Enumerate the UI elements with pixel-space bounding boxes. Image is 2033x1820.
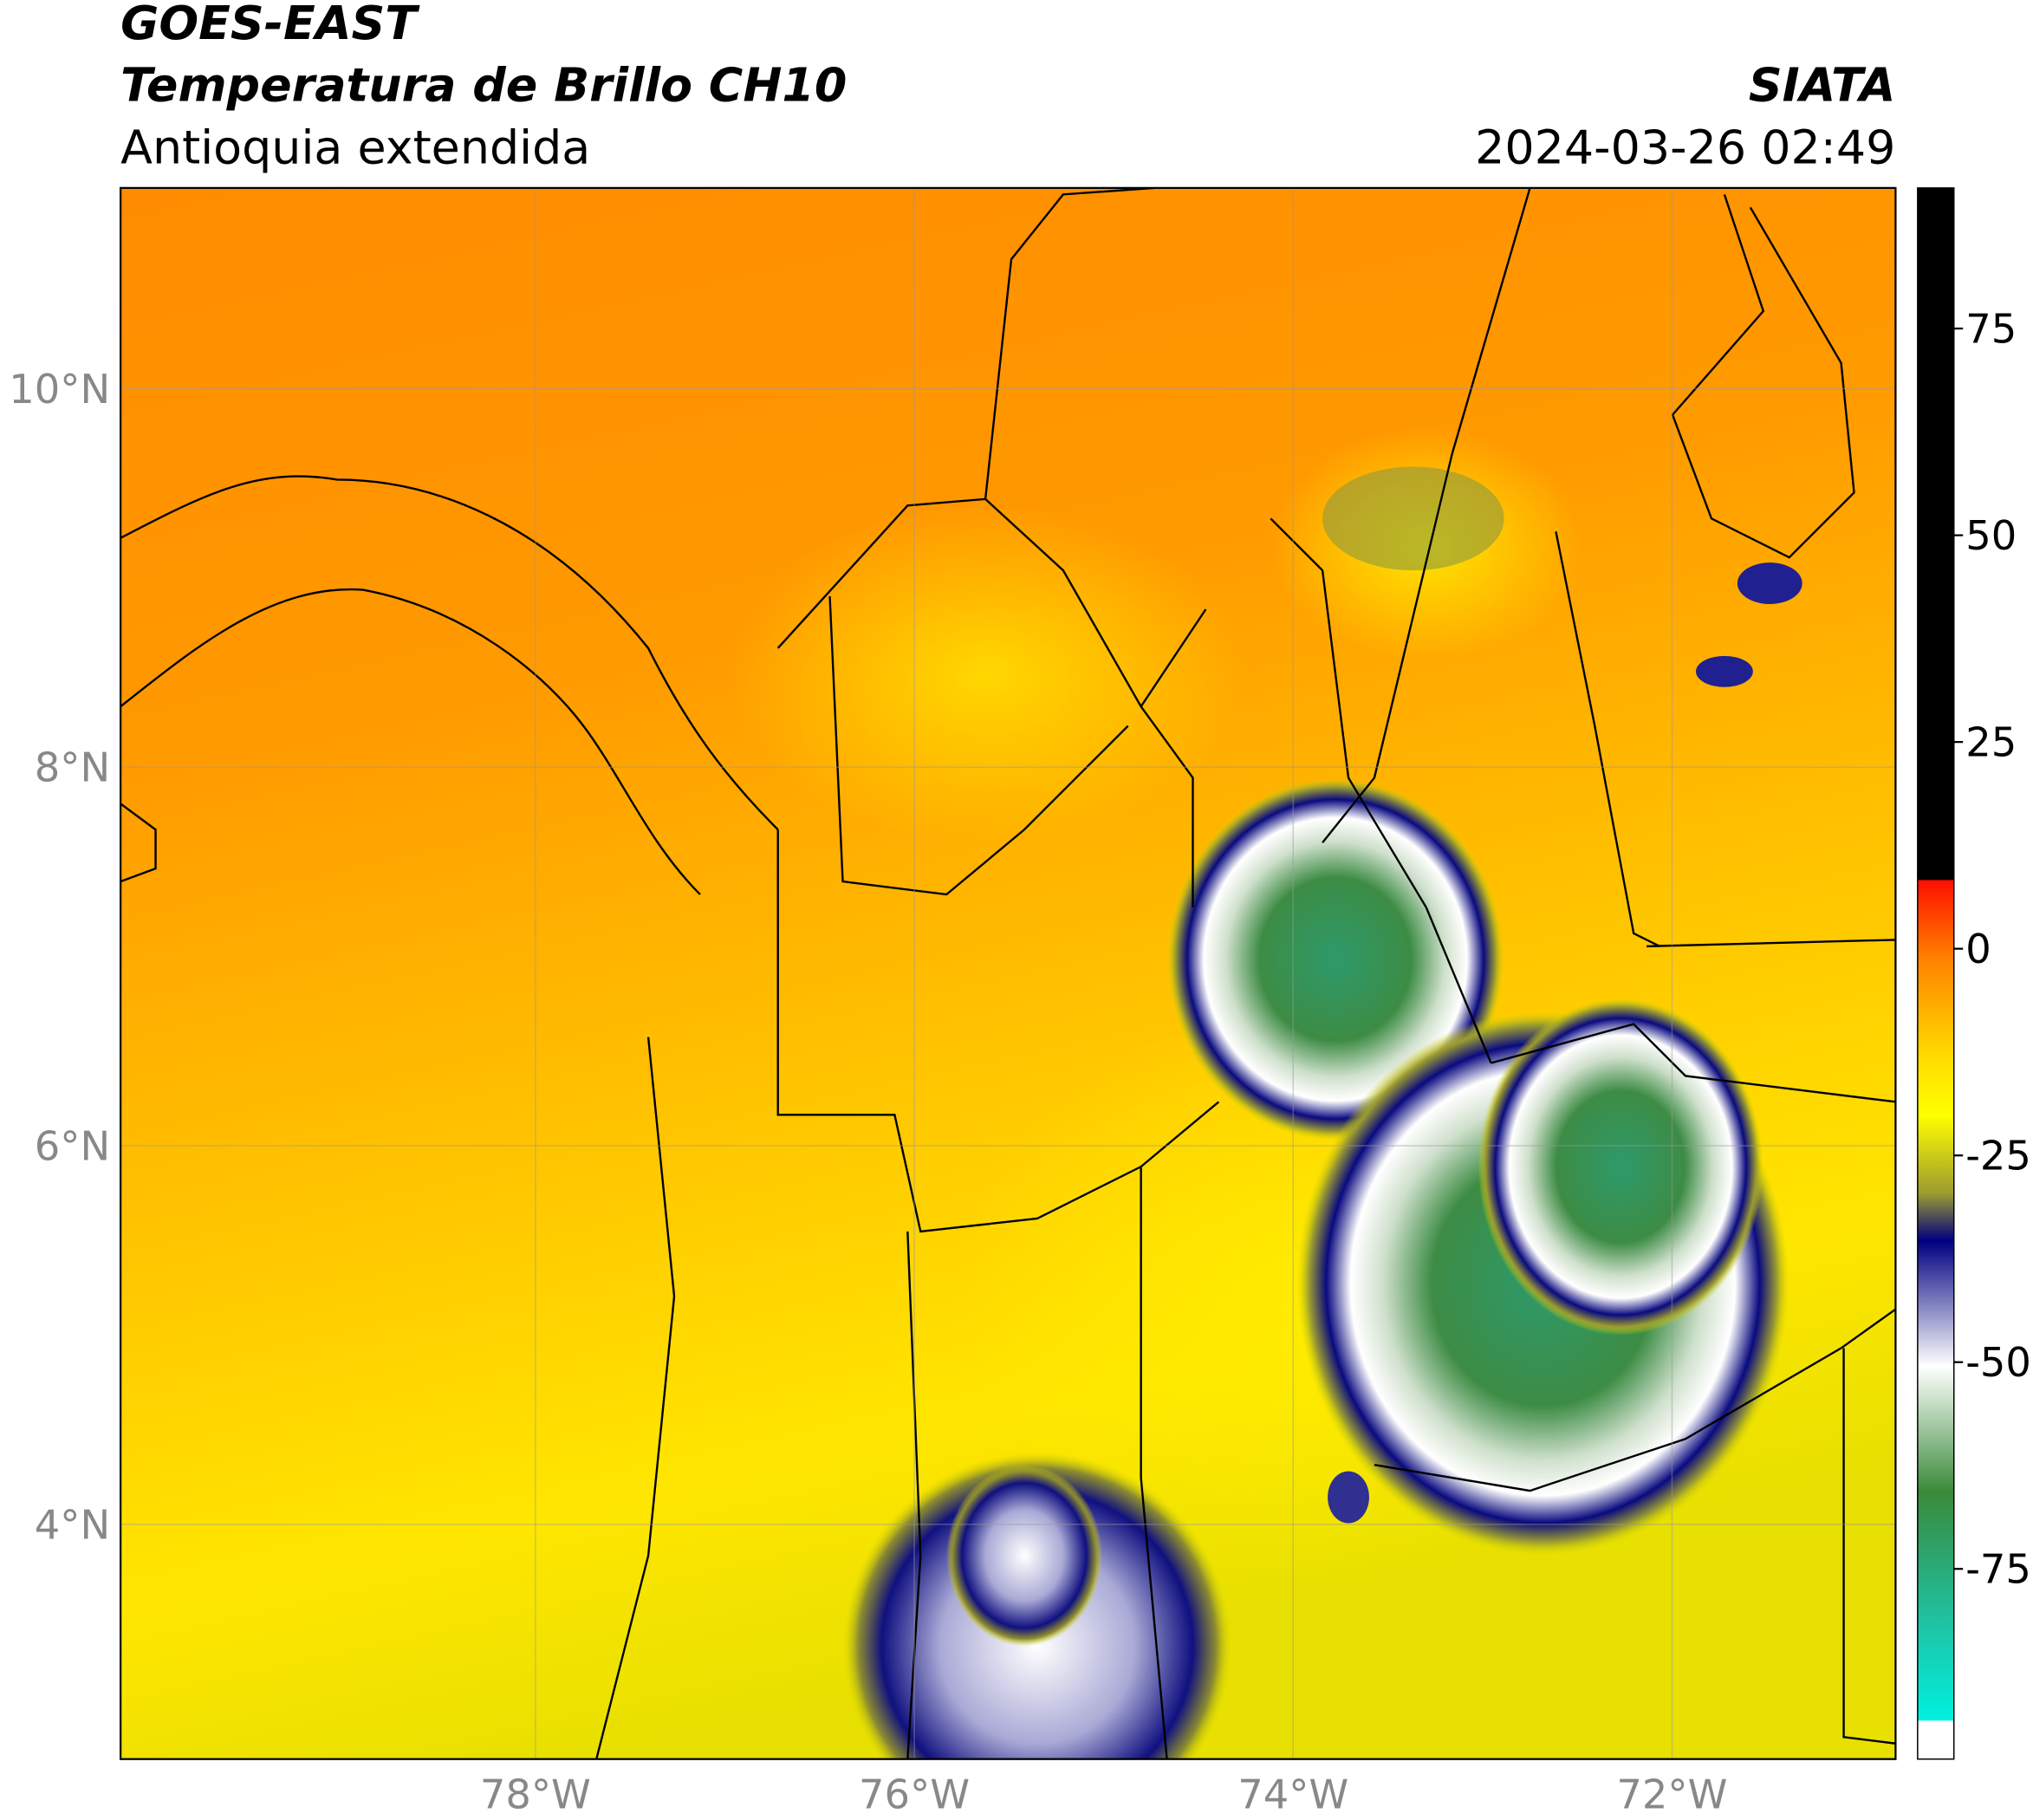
y-tick-label: 6°N: [35, 1123, 110, 1170]
x-tick-label: 76°W: [859, 1771, 970, 1818]
region: Antioquia extendida: [120, 120, 590, 174]
colorbar: [1917, 187, 1955, 1760]
x-tick-label: 72°W: [1616, 1771, 1727, 1818]
x-tick-label: 78°W: [480, 1771, 591, 1818]
colorbar-tick-label: -25: [1965, 1133, 2031, 1180]
colorbar-tick-label: 75: [1965, 306, 2017, 353]
map-image: [120, 187, 1896, 1759]
y-tick-label: 4°N: [35, 1501, 110, 1548]
graticule: [120, 187, 1896, 1759]
map-frame: [120, 186, 1897, 1760]
colorbar-tick-label: -50: [1965, 1339, 2031, 1386]
colorbar-tick-label: 0: [1965, 926, 1991, 972]
datetime: 2024-03-26 02:49: [1475, 120, 1895, 174]
y-tick-label: 10°N: [9, 366, 110, 413]
y-tick-label: 8°N: [35, 744, 110, 791]
subtitle: Temperatura de Brillo CH10: [120, 58, 847, 113]
colorbar-tick-label: -75: [1965, 1546, 2031, 1593]
colorbar-tick-label: 50: [1965, 512, 2017, 559]
x-tick-label: 74°W: [1237, 1771, 1348, 1818]
colorbar-tick-label: 25: [1965, 719, 2017, 766]
source: SIATA: [1749, 58, 1896, 113]
title: GOES-EAST: [120, 0, 420, 50]
